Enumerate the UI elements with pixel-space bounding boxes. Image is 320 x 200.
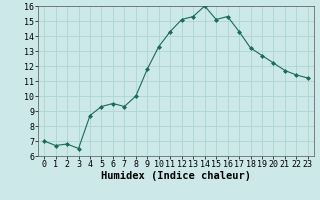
X-axis label: Humidex (Indice chaleur): Humidex (Indice chaleur)	[101, 171, 251, 181]
